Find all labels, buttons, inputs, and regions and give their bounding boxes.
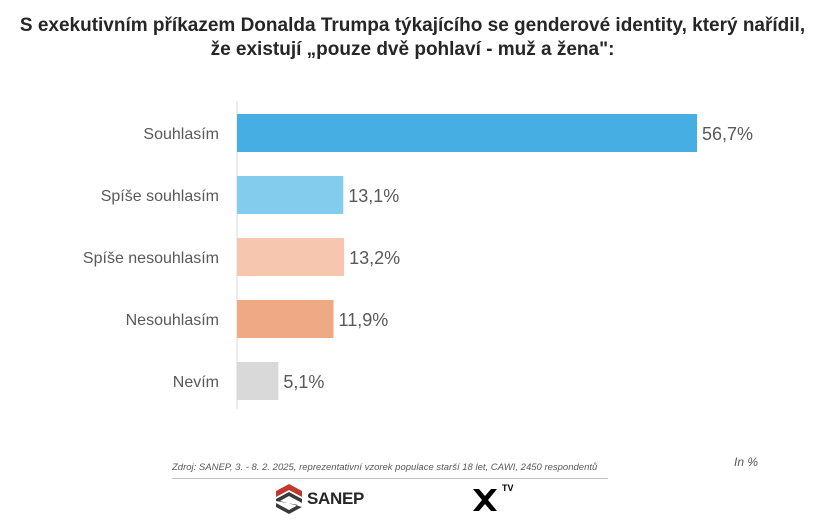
xtv-logo-text: TV (502, 483, 514, 493)
category-label-4: Nesouhlasím (126, 312, 219, 329)
bar-1 (237, 114, 697, 152)
bar-3 (237, 238, 345, 276)
xtv-logo: TV (470, 483, 520, 517)
value-label-5: 5,1% (283, 372, 324, 392)
chart-title-line-2: že existují „pouze dvě pohlaví - muž a ž… (210, 39, 615, 60)
value-label-3: 13,2% (349, 248, 400, 268)
chart-title-line-1: S exekutivním příkazem Donalda Trumpa tý… (19, 15, 806, 36)
unit-label: In % (734, 455, 759, 469)
value-label-4: 11,9% (339, 310, 389, 330)
x-mark-icon (473, 489, 497, 511)
bar-4 (237, 300, 334, 338)
bar-2 (237, 176, 344, 214)
source-note: Zdroj: SANEP, 3. - 8. 2. 2025, reprezent… (172, 462, 598, 473)
category-label-1: Souhlasím (143, 126, 219, 143)
category-label-5: Nevím (173, 374, 219, 391)
footer-divider (172, 478, 608, 479)
category-label-3: Spíše nesouhlasím (83, 250, 219, 267)
category-label-2: Spíše souhlasím (101, 188, 219, 205)
value-label-1: 56,7% (702, 124, 753, 144)
bar-5 (237, 362, 279, 400)
sanep-logo-text: SANEP (307, 489, 365, 508)
sanep-logo: SANEP (274, 482, 364, 516)
sanep-logo-icon (276, 484, 302, 514)
value-label-2: 13,1% (348, 186, 399, 206)
chart-title: S exekutivním příkazem Donalda Trumpa tý… (0, 14, 825, 62)
